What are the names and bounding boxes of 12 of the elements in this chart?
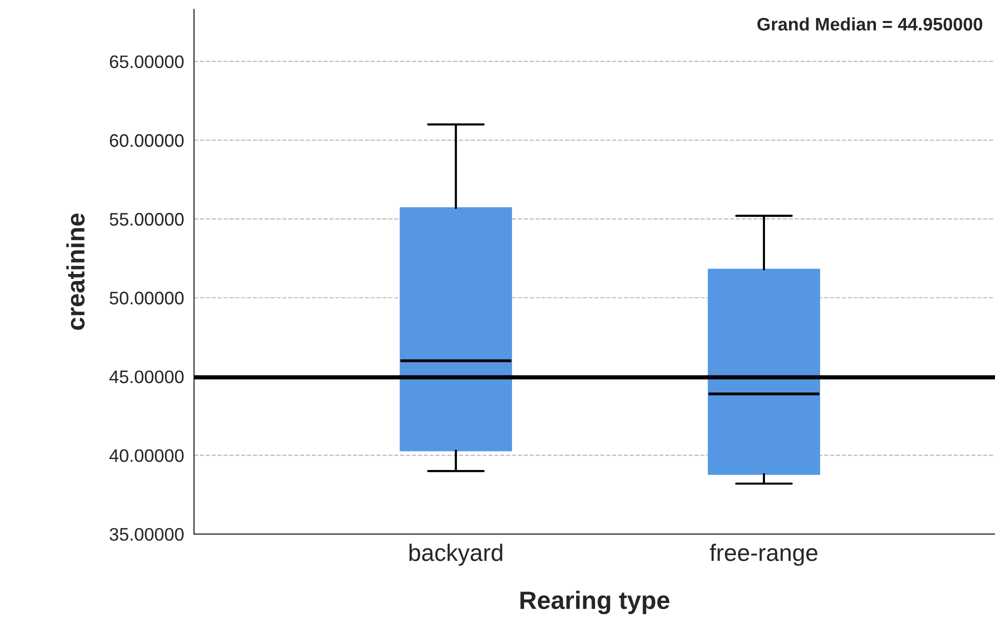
y-tick-label: 45.00000 xyxy=(109,370,184,384)
y-tick-label: 65.00000 xyxy=(110,55,184,68)
y-tick-label: 60.00000 xyxy=(110,134,184,147)
x-axis-title: Rearing type xyxy=(520,590,670,614)
y-tick-label: 40.00000 xyxy=(109,449,184,462)
x-tick-label: backyard xyxy=(410,544,502,566)
y-tick-label: 35.00000 xyxy=(110,528,184,541)
ref-line-label: Grand Median = 44.950000 xyxy=(757,17,982,31)
y-tick-label: 55.00000 xyxy=(110,212,184,226)
y-tick-label: 50.00000 xyxy=(110,292,184,304)
y-axis-title: creatinine xyxy=(66,214,85,330)
x-tick-label: free-range xyxy=(710,544,818,566)
